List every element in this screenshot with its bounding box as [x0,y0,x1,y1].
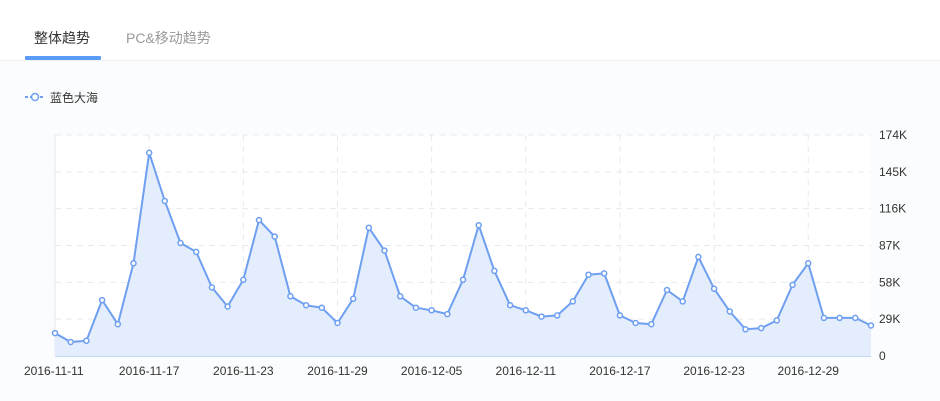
data-point[interactable] [287,293,294,300]
y-axis-labels: 0 29K 58K 87K 116K 145K 174K [879,128,907,363]
data-point[interactable] [506,301,514,309]
data-point[interactable] [240,276,247,284]
data-point[interactable] [67,338,74,346]
x-tick-label: 2016-11-17 [119,364,180,378]
y-tick-label: 174K [879,128,907,142]
y-tick-label: 0 [879,349,886,363]
data-point[interactable] [538,313,545,320]
data-point[interactable] [145,149,153,157]
x-tick-label: 2016-11-23 [213,364,274,378]
tab-pc-mobile-trend[interactable]: PC&移动趋势 [126,30,211,46]
data-point[interactable] [726,308,734,315]
chart-points-layer [51,149,875,346]
data-point[interactable] [522,307,530,314]
data-point[interactable] [569,298,577,305]
y-tick-label: 29K [879,312,900,326]
data-point[interactable] [318,304,326,311]
x-tick-label: 2016-12-11 [496,364,557,378]
data-point[interactable] [224,303,231,310]
data-point[interactable] [773,317,781,324]
data-point[interactable] [98,296,106,304]
data-point[interactable] [820,314,828,322]
x-tick-label: 2016-11-11 [24,364,84,378]
data-point[interactable] [177,239,184,247]
series-area-fill [55,152,871,356]
data-point[interactable] [365,224,373,231]
data-point[interactable] [334,319,341,327]
x-axis-labels: 2016-11-11 2016-11-17 2016-11-23 2016-11-29… [24,364,839,378]
data-point[interactable] [130,260,137,267]
y-tick-label: 145K [879,165,907,179]
data-point[interactable] [192,248,200,256]
x-tick-label: 2016-12-05 [401,364,463,378]
chart-legend[interactable]: 蓝色大海 [24,89,98,105]
data-point[interactable] [271,233,278,240]
data-point[interactable] [428,307,435,314]
data-point[interactable] [600,270,608,277]
data-point[interactable] [208,284,216,291]
data-point[interactable] [396,293,404,300]
active-tab-indicator [25,56,101,60]
data-point[interactable] [475,221,482,229]
y-tick-label: 58K [879,275,900,289]
x-tick-label: 2016-12-17 [589,364,651,378]
data-point[interactable] [710,285,718,292]
data-point[interactable] [757,324,765,332]
data-point[interactable] [852,314,859,322]
data-point[interactable] [302,301,310,309]
data-point[interactable] [648,320,655,328]
data-point[interactable] [804,260,812,267]
data-point[interactable] [585,271,592,278]
data-point[interactable] [459,276,467,284]
y-tick-label: 87K [879,239,900,253]
data-point[interactable] [83,337,90,345]
data-point[interactable] [616,312,624,319]
data-point[interactable] [412,304,420,311]
data-point[interactable] [255,216,263,224]
tab-overall-trend[interactable]: 整体趋势 [34,30,90,46]
y-tick-label: 116K [879,202,906,216]
data-point[interactable] [51,329,59,337]
x-tick-label: 2016-12-23 [683,364,745,378]
data-point[interactable] [491,267,498,275]
data-point[interactable] [381,247,388,254]
legend-series-label: 蓝色大海 [50,90,99,105]
x-tick-label: 2016-11-29 [307,364,368,378]
data-point[interactable] [742,326,749,333]
data-point[interactable] [789,281,796,289]
data-point[interactable] [114,320,122,328]
tab-bar: 整体趋势 PC&移动趋势 [0,0,940,61]
legend-series-marker-icon [25,92,45,102]
data-point[interactable] [444,310,451,318]
data-point[interactable] [836,314,843,322]
data-point[interactable] [553,312,561,319]
data-point[interactable] [679,298,686,305]
data-point[interactable] [632,319,639,327]
data-point[interactable] [695,253,702,261]
data-point[interactable] [663,286,671,294]
data-point[interactable] [161,197,169,205]
x-tick-label: 2016-12-29 [778,364,840,378]
data-point[interactable] [349,295,357,303]
data-point[interactable] [867,322,875,329]
